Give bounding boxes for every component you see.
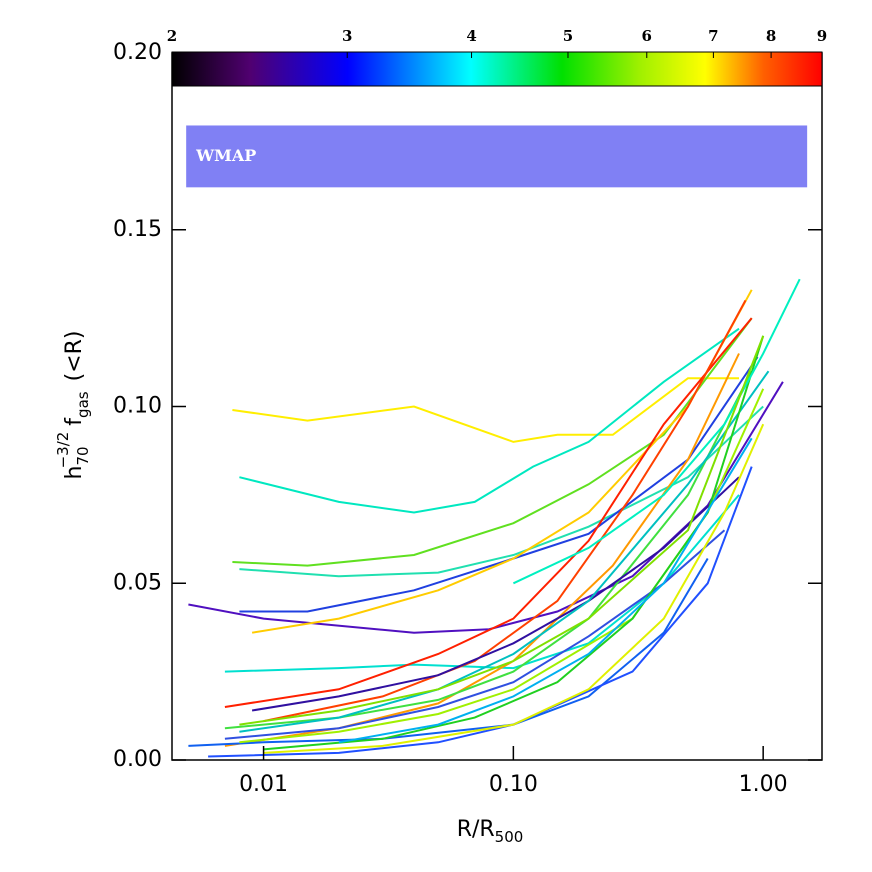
series-line bbox=[263, 423, 765, 754]
series-line bbox=[239, 327, 740, 514]
series-line bbox=[232, 317, 753, 567]
y-tick-label: 0.10 bbox=[113, 394, 162, 419]
y-axis-label: h70−3/2 fgas (<R) bbox=[54, 331, 92, 480]
series-line bbox=[239, 405, 764, 578]
series-line bbox=[232, 377, 739, 443]
y-label-sup: −3/2 bbox=[54, 432, 72, 469]
y-label-f: f bbox=[62, 417, 87, 426]
series-line bbox=[188, 381, 784, 634]
colorbar-tick-label: 6 bbox=[642, 27, 652, 45]
series-line bbox=[251, 289, 753, 634]
series-line bbox=[251, 476, 740, 712]
series-line bbox=[263, 299, 747, 723]
series-line bbox=[224, 494, 740, 673]
y-label-r: (<R) bbox=[62, 331, 87, 382]
x-label-main: R/R bbox=[457, 817, 495, 842]
colorbar-tick-label: 2 bbox=[167, 27, 177, 45]
series-line bbox=[512, 278, 801, 585]
y-label-sub: 70 bbox=[74, 446, 92, 465]
series-line bbox=[239, 370, 770, 733]
colorbar-tick-label: 5 bbox=[563, 27, 573, 45]
x-tick-label: 0.10 bbox=[489, 772, 538, 797]
series-line bbox=[239, 335, 765, 726]
colorbar-tick-label: 7 bbox=[708, 27, 718, 45]
x-label-sub: 500 bbox=[495, 828, 524, 846]
band-label: WMAP bbox=[195, 146, 256, 165]
y-tick-label: 0.15 bbox=[113, 217, 162, 242]
series-line bbox=[239, 356, 759, 613]
wmap-band bbox=[186, 125, 808, 188]
x-tick-label: 1.00 bbox=[739, 772, 788, 797]
colorbar-tick-label: 8 bbox=[766, 27, 776, 45]
series-line bbox=[338, 437, 753, 744]
colorbar-tick-label: 3 bbox=[342, 27, 352, 45]
y-tick-label: 0.20 bbox=[113, 40, 162, 65]
x-axis-label: R/R500 bbox=[457, 817, 524, 846]
series-line bbox=[224, 317, 753, 708]
colorbar bbox=[171, 51, 823, 87]
y-tick-label: 0.00 bbox=[113, 747, 162, 772]
y-tick-label: 0.05 bbox=[113, 570, 162, 595]
y-label-h: h bbox=[62, 466, 87, 480]
colorbar-tick-label: 9 bbox=[817, 27, 827, 45]
colorbar-tick-label: 4 bbox=[466, 27, 476, 45]
plot-lines bbox=[188, 278, 801, 758]
x-tick-label: 0.01 bbox=[239, 772, 288, 797]
y-label-fsub: gas bbox=[74, 391, 92, 418]
